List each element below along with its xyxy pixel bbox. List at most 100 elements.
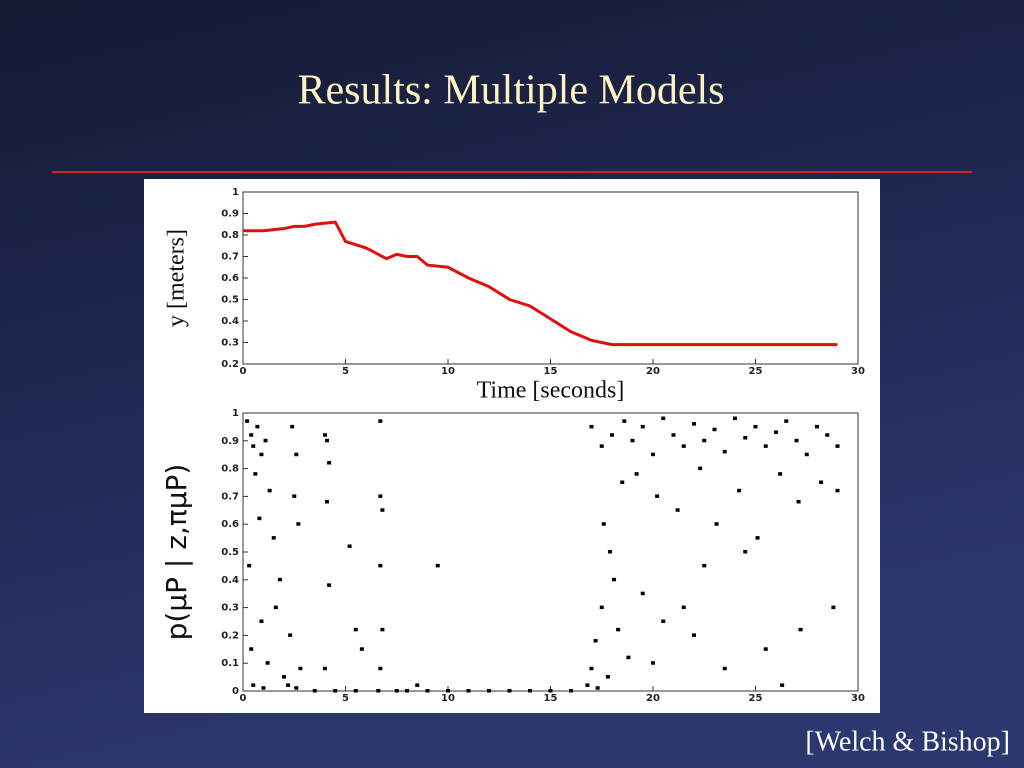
scatter-point <box>651 452 655 457</box>
scatter-point <box>620 480 625 484</box>
scatter-point <box>626 655 631 660</box>
scatter-point <box>548 689 553 693</box>
x-tick-label: 30 <box>851 693 865 704</box>
scatter-point <box>271 536 276 540</box>
x-axis-label: Time [seconds] <box>477 378 625 404</box>
y-tick-label: 0.9 <box>221 209 239 220</box>
y-tick-label: 0.3 <box>221 338 239 349</box>
scatter-point <box>380 627 385 632</box>
scatter-point <box>605 675 610 679</box>
scatter-point <box>294 686 299 690</box>
scatter-point <box>282 675 286 679</box>
x-tick-label: 5 <box>342 693 349 704</box>
scatter-point <box>569 689 573 693</box>
scatter-point <box>255 424 260 429</box>
y-axis-label: y [meters] <box>164 229 190 327</box>
scatter-point <box>378 494 383 498</box>
scatter-point <box>446 689 450 693</box>
x-tick-label: 10 <box>441 366 455 377</box>
scatter-point <box>466 689 471 693</box>
scatter-point <box>702 563 707 568</box>
scatter-point <box>755 536 760 540</box>
scatter-point <box>675 508 680 512</box>
scatter-point <box>784 419 789 423</box>
scatter-point <box>607 550 612 554</box>
x-tick-label: 20 <box>646 366 660 377</box>
scatter-point <box>288 633 293 637</box>
y-tick-label: 0.2 <box>221 630 239 641</box>
scatter-point <box>507 689 512 693</box>
y-tick-label: 0.2 <box>221 359 239 370</box>
scatter-point <box>294 452 299 457</box>
scatter-point <box>692 422 696 426</box>
scatter-point <box>692 633 696 637</box>
scatter-point <box>292 494 297 498</box>
x-tick-label: 20 <box>646 693 660 704</box>
scatter-point <box>804 452 809 457</box>
scatter-point <box>819 480 824 484</box>
scatter-point <box>743 550 748 554</box>
scatter-point <box>702 438 707 443</box>
citation: [Welch & Bishop] <box>805 726 1010 757</box>
scatter-point <box>671 433 676 437</box>
scatter-point <box>753 424 758 429</box>
scatter-point <box>589 666 594 671</box>
scatter-point <box>359 647 364 651</box>
scatter-point <box>798 627 803 632</box>
scatter-point <box>831 605 836 610</box>
scatter-point <box>794 438 799 443</box>
scatter-point <box>327 583 332 587</box>
scatter-point <box>259 452 264 457</box>
scatter-point <box>640 591 645 596</box>
figure-panel <box>144 179 880 713</box>
scatter-point <box>378 666 383 671</box>
scatter-point <box>273 605 278 610</box>
scatter-point <box>257 516 262 521</box>
scatter-point <box>774 430 778 434</box>
scatter-point <box>325 499 330 504</box>
y-tick-label: 0.4 <box>221 316 239 327</box>
x-tick-label: 15 <box>544 366 558 377</box>
scatter-point <box>251 444 256 448</box>
scatter-point <box>405 689 409 693</box>
scatter-point <box>712 427 717 432</box>
x-tick-label: 15 <box>544 693 558 704</box>
scatter-point <box>780 683 785 687</box>
scatter-point <box>249 647 254 651</box>
scatter-point <box>722 449 727 454</box>
scatter-point <box>661 619 666 623</box>
scatter-point <box>286 683 291 687</box>
y-tick-label: 0 <box>232 686 239 697</box>
scatter-point <box>415 683 420 687</box>
scatter-point <box>376 689 381 693</box>
scatter-point <box>259 619 264 623</box>
scatter-point <box>681 605 686 610</box>
x-tick-label: 25 <box>749 693 763 704</box>
scatter-point <box>610 433 614 437</box>
scatter-point <box>333 689 338 693</box>
scatter-point <box>763 647 768 651</box>
scatter-point <box>612 577 617 582</box>
scatter-point <box>249 433 254 437</box>
scatter-point <box>251 683 256 687</box>
scatter-point <box>347 544 352 548</box>
scatter-point <box>263 438 268 443</box>
scatter-point <box>622 419 627 423</box>
scatter-point <box>743 436 748 440</box>
scatter-point <box>435 563 440 568</box>
y-tick-label: 0.5 <box>221 295 239 306</box>
x-tick-label: 5 <box>342 366 349 377</box>
scatter-point <box>589 424 594 429</box>
scatter-point <box>353 689 358 693</box>
scatter-point <box>325 438 330 443</box>
y-tick-label: 0.1 <box>221 658 239 669</box>
scatter-point <box>267 488 272 493</box>
scatter-point <box>634 472 639 476</box>
scatter-point <box>528 689 532 693</box>
scatter-point <box>737 488 742 493</box>
y-tick-label: 0.5 <box>221 547 239 558</box>
scatter-point <box>778 472 783 476</box>
scatter-point <box>487 689 491 693</box>
scatter-point <box>380 508 385 512</box>
